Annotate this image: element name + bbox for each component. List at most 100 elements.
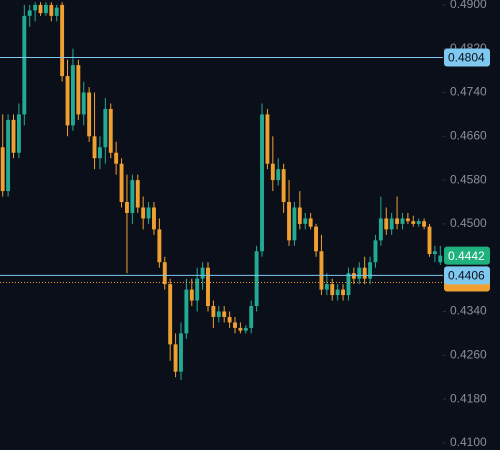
candle-body <box>346 273 351 296</box>
price-line-badge <box>444 266 490 285</box>
candle-body <box>297 207 302 224</box>
candle-body <box>405 218 410 222</box>
price-line-label: 0.4406 <box>448 269 485 283</box>
candle-body <box>146 207 151 219</box>
plot-area <box>0 2 443 380</box>
candle-body <box>314 226 318 252</box>
candle-body <box>11 119 16 153</box>
candle-body <box>22 15 27 115</box>
candle-body <box>98 147 102 159</box>
candle-body <box>43 4 48 14</box>
candle-body <box>54 7 59 16</box>
candle-body <box>319 251 324 290</box>
candle-body <box>222 311 227 317</box>
y-tick-label: 0.4900 <box>450 0 487 11</box>
candle-body <box>27 10 32 16</box>
candle-body <box>287 202 291 241</box>
candle-body <box>368 262 373 279</box>
candle-body <box>141 207 146 219</box>
candle-body <box>432 251 437 255</box>
candle-body <box>168 284 173 345</box>
candle-body <box>362 267 367 279</box>
candle-body <box>249 306 254 328</box>
candle-body <box>0 147 5 192</box>
candle-body <box>114 152 119 164</box>
candle-body <box>189 289 194 301</box>
candle-body <box>303 218 308 224</box>
price-line-badge <box>444 48 490 67</box>
candle-body <box>16 114 21 153</box>
candle-body <box>206 267 210 307</box>
candle-body <box>173 344 178 372</box>
candle-body <box>351 273 356 279</box>
candle-body <box>270 163 275 181</box>
candle-body <box>281 169 286 203</box>
candle-body <box>119 163 124 203</box>
candle-body <box>152 207 156 230</box>
candle-body <box>324 284 329 290</box>
candle-body <box>400 218 405 224</box>
candle-body <box>276 169 281 181</box>
candle-body <box>195 278 200 301</box>
price-line-label: 0.4804 <box>448 51 485 65</box>
candle-body <box>162 262 167 285</box>
candle-body <box>157 229 162 263</box>
candle-body <box>260 114 264 252</box>
candle-body <box>108 108 113 153</box>
last-price-label: 0.4442 <box>448 249 485 263</box>
candle-body <box>254 251 259 307</box>
candle-body <box>378 218 383 241</box>
candle-body <box>38 4 43 14</box>
candle-body <box>411 221 416 224</box>
candle-body <box>384 218 389 230</box>
candle-body <box>308 218 313 227</box>
candle-body <box>179 333 183 372</box>
candle-body <box>335 289 340 296</box>
candle-body <box>427 226 432 255</box>
last-price-badge <box>444 246 490 265</box>
candle-body <box>200 267 205 279</box>
candle-body <box>373 240 378 263</box>
candle-body <box>330 284 335 296</box>
candle-body <box>65 76 70 126</box>
y-tick-label: 0.4740 <box>450 85 487 99</box>
candle-body <box>184 289 189 334</box>
candle-body <box>87 92 92 137</box>
y-tick-label: 0.4180 <box>450 391 487 405</box>
candle-body <box>135 180 140 208</box>
candle-body <box>211 306 216 317</box>
candle-body <box>243 327 248 331</box>
candle-body <box>216 311 221 317</box>
y-tick-label: 0.4500 <box>450 216 487 230</box>
candle-body <box>92 136 97 159</box>
candle-body <box>233 322 237 328</box>
price-axis: 0.49000.48200.47400.46600.45800.45000.43… <box>443 0 490 449</box>
candle-body <box>6 119 11 192</box>
y-tick-label: 0.4100 <box>450 435 487 449</box>
candle-body <box>238 327 243 331</box>
candle-body <box>341 289 345 296</box>
candle-body <box>227 316 232 323</box>
y-tick-label: 0.4340 <box>450 304 487 318</box>
candle-body <box>130 180 135 213</box>
candle-body <box>103 108 108 148</box>
candle-body <box>70 65 75 126</box>
candle-body <box>265 114 270 164</box>
y-tick-label: 0.4580 <box>450 172 487 186</box>
candle-body <box>33 4 38 11</box>
candle-body <box>125 202 129 213</box>
candle-body <box>389 218 394 230</box>
candle-body <box>49 4 54 16</box>
candle-body <box>81 92 86 115</box>
candle-body <box>422 221 427 227</box>
y-tick-label: 0.4660 <box>450 128 487 142</box>
candle-body <box>292 207 297 241</box>
candle-body <box>416 221 421 224</box>
candle-body <box>76 65 81 115</box>
candle-body <box>60 4 65 77</box>
candle-body <box>438 255 443 263</box>
candle-body <box>395 218 400 224</box>
